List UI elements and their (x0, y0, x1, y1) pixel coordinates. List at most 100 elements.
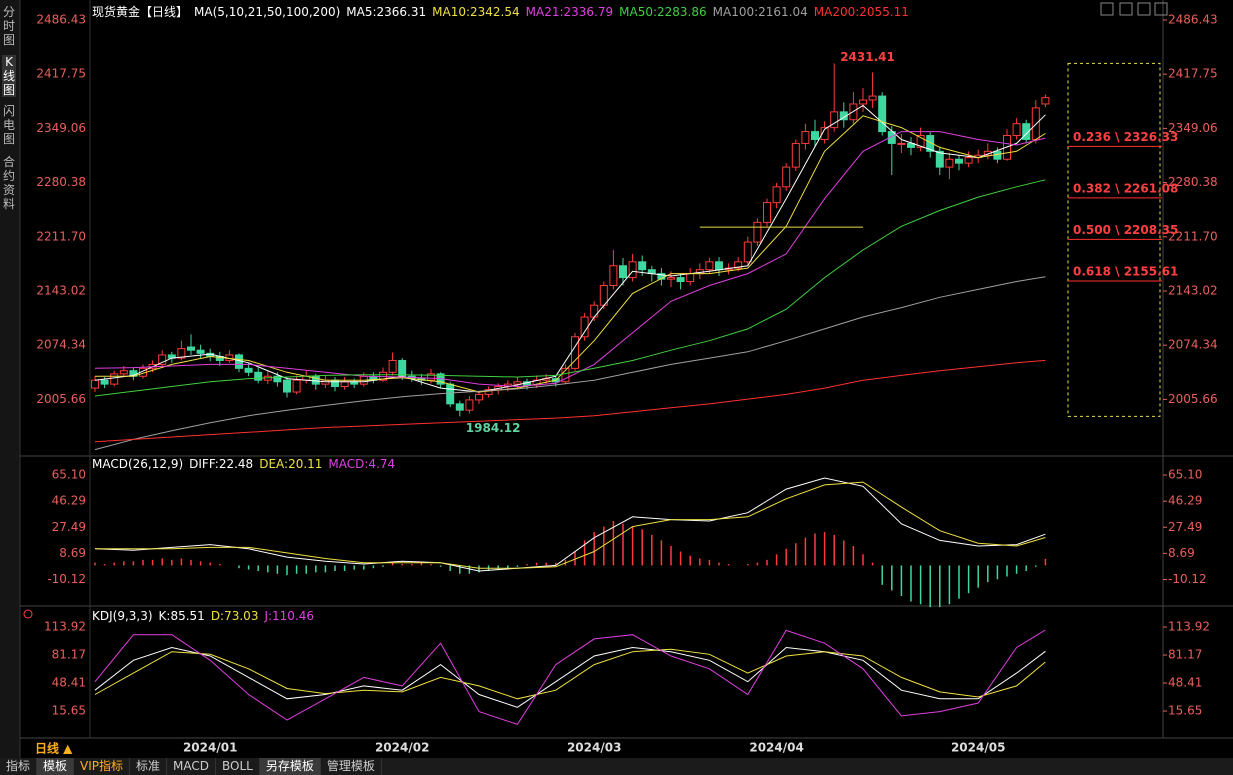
candle-body (340, 381, 349, 387)
fib-label: 0.236 \ 2326.33 (1073, 130, 1178, 144)
toolbar: 指标 模板 VIP指标 标准 MACD BOLL 另存模板 管理模板 (0, 758, 1233, 775)
candle-body (839, 111, 848, 121)
y-tick-label: 15.65 (52, 704, 86, 718)
y-tick-label: 2349.06 (36, 121, 86, 135)
candle-body (715, 261, 723, 271)
period-label[interactable]: 日线 ▲ (35, 741, 73, 756)
candle-body (676, 277, 685, 283)
toolbar-item[interactable]: 另存模板 (259, 758, 321, 775)
candle-body (187, 346, 195, 351)
x-tick-label: 2024/01 (183, 741, 237, 755)
y-tick-label: 2005.66 (36, 392, 86, 406)
candle-body (1012, 123, 1021, 137)
side-tab[interactable]: 分时图 (2, 5, 15, 47)
y-tick-label: 65.10 (52, 468, 86, 482)
y-tick-label: 113.92 (44, 620, 86, 634)
y-tick-label: 48.41 (1168, 676, 1202, 690)
candle-body (446, 383, 455, 405)
candle-body (331, 379, 339, 387)
side-tab[interactable]: K线图 (2, 55, 16, 97)
x-tick-label: 2024/03 (567, 741, 621, 755)
candle-body (619, 265, 627, 279)
legend-entry: MACD:4.74 (328, 457, 396, 471)
candle-body (743, 241, 752, 263)
candle-body (388, 359, 397, 373)
y-tick-label: 2280.38 (36, 175, 86, 189)
candle-body (964, 157, 973, 164)
candle-body (561, 367, 570, 383)
kdj-legend: KDJ(9,3,3) K:85.51 D:73.03 J:110.46 (92, 609, 326, 623)
toolbar-item[interactable]: BOLL (216, 758, 260, 775)
y-tick-label: 81.17 (52, 648, 86, 662)
toolbar-item[interactable]: 模板 (37, 758, 75, 775)
kdj-icon[interactable] (23, 609, 33, 619)
candle-body (513, 381, 522, 385)
y-tick-label: -10.12 (1168, 572, 1207, 586)
legend: K:85.51 D:73.03 J:110.46 (159, 609, 320, 623)
y-tick-label: 2486.43 (1168, 12, 1218, 26)
y-tick-label: 2074.34 (1168, 338, 1218, 352)
instrument-title: 现货黄金【日线】 (92, 5, 189, 19)
candle-body (830, 111, 839, 129)
candle-body (158, 354, 167, 365)
y-tick-label: 81.17 (1168, 648, 1202, 662)
fib-label: 0.618 \ 2155.61 (1073, 265, 1178, 279)
candle-body (859, 99, 867, 105)
candle-body (475, 393, 483, 401)
candle-body (801, 131, 810, 144)
candle-body (907, 142, 915, 148)
candle-body (667, 277, 675, 280)
legend-entry: MA100:2161.04 (712, 5, 808, 19)
sidebar (0, 0, 20, 758)
icon[interactable] (1100, 2, 1114, 16)
legend: DIFF:22.48 DEA:20.11 MACD:4.74 (189, 457, 401, 471)
icon[interactable] (1154, 2, 1168, 16)
y-tick-label: 15.65 (1168, 704, 1202, 718)
candle-body (609, 265, 618, 286)
y-tick-label: 2349.06 (1168, 121, 1218, 135)
candle-body (244, 367, 253, 373)
macd-legend: MACD(26,12,9) DIFF:22.48 DEA:20.11 MACD:4.7… (92, 457, 407, 471)
y-tick-label: 2074.34 (36, 338, 86, 352)
y-tick-label: 2417.75 (36, 67, 86, 81)
legend-entry: DIFF:22.48 (189, 457, 254, 471)
side-tab[interactable]: 闪电图 (2, 104, 15, 146)
price-annotation: 2431.41 (840, 50, 895, 64)
candle-body (916, 135, 925, 148)
candle-body (878, 95, 887, 133)
y-tick-label: -10.12 (47, 572, 86, 586)
candle-body (638, 261, 647, 271)
candle-body (283, 379, 291, 393)
fib-label: 0.382 \ 2261.08 (1073, 181, 1178, 195)
y-tick-label: 27.49 (52, 520, 86, 534)
candle-body (935, 150, 944, 168)
indicator-line (94, 477, 1046, 572)
candle-body (868, 95, 877, 101)
indicator-line (94, 359, 1046, 443)
candle-body (100, 379, 109, 385)
icon[interactable] (1137, 2, 1151, 16)
icon[interactable] (1119, 2, 1133, 16)
toolbar-item[interactable]: MACD (167, 758, 217, 775)
candle-body (177, 348, 186, 359)
candle-body (820, 127, 829, 140)
legend-entry: D:73.03 (210, 609, 259, 623)
toolbar-item[interactable]: 指标 (0, 758, 38, 775)
candle-body (705, 261, 714, 271)
candle-body (1022, 123, 1031, 140)
toolbar-item[interactable]: VIP指标 (74, 758, 131, 775)
x-tick-label: 2024/02 (375, 741, 429, 755)
toolbar-item[interactable]: 管理模板 (321, 758, 382, 775)
candle-body (119, 370, 128, 375)
side-tab[interactable]: 合约资料 (2, 155, 15, 211)
candle-body (196, 349, 205, 354)
y-tick-label: 8.69 (1168, 546, 1195, 560)
legend-entry: MA5:2366.31 (346, 5, 427, 19)
candle-body (791, 142, 800, 168)
y-tick-label: 113.92 (1168, 620, 1210, 634)
toolbar-item[interactable]: 标准 (130, 758, 168, 775)
indicator-line (95, 481, 1046, 569)
indicator-line (95, 115, 1046, 393)
